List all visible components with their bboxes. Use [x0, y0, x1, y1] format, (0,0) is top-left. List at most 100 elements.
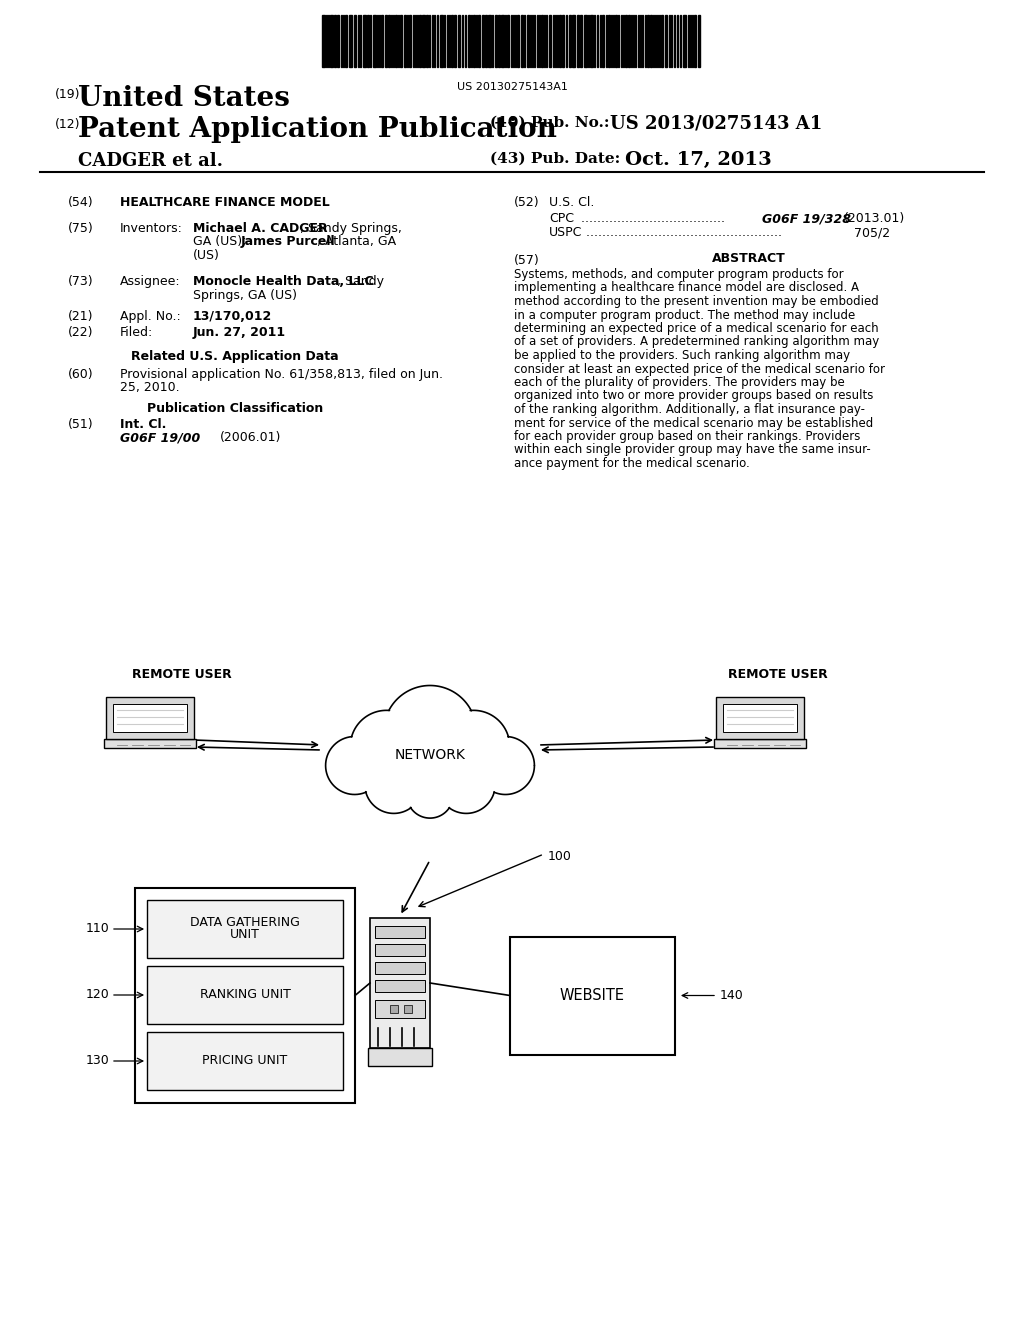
Bar — [362, 15, 366, 67]
Bar — [426, 15, 428, 67]
Text: of the ranking algorithm. Additionally, a flat insurance pay-: of the ranking algorithm. Additionally, … — [514, 403, 865, 416]
Bar — [625, 15, 627, 67]
Text: , Sandy Springs,: , Sandy Springs, — [300, 222, 401, 235]
Bar — [454, 15, 456, 67]
Text: (43) Pub. Date:: (43) Pub. Date: — [490, 152, 621, 166]
Text: ance payment for the medical scenario.: ance payment for the medical scenario. — [514, 457, 750, 470]
Text: (2013.01): (2013.01) — [844, 213, 905, 224]
Text: U.S. Cl.: U.S. Cl. — [549, 195, 594, 209]
Bar — [485, 15, 487, 67]
Bar — [147, 1032, 343, 1090]
Bar — [103, 739, 197, 748]
Text: GA (US);: GA (US); — [193, 235, 251, 248]
Bar — [451, 15, 453, 67]
Text: (60): (60) — [68, 368, 93, 381]
Bar — [683, 15, 686, 67]
Text: Springs, GA (US): Springs, GA (US) — [193, 289, 297, 301]
Bar — [665, 15, 667, 67]
Bar — [482, 15, 484, 67]
Text: (51): (51) — [68, 418, 93, 432]
Text: 110: 110 — [86, 923, 110, 936]
Text: (54): (54) — [68, 195, 93, 209]
Bar — [440, 15, 443, 67]
Bar — [562, 15, 564, 67]
Text: 13/170,012: 13/170,012 — [193, 310, 272, 323]
Bar — [495, 15, 497, 67]
Bar — [507, 15, 509, 67]
Bar — [373, 15, 376, 67]
Text: 100: 100 — [548, 850, 571, 863]
Bar — [473, 15, 475, 67]
Text: Publication Classification: Publication Classification — [146, 403, 324, 414]
Text: within each single provider group may have the same insur-: within each single provider group may ha… — [514, 444, 870, 457]
Bar — [354, 15, 356, 67]
Bar — [113, 705, 187, 733]
Bar — [647, 15, 649, 67]
Bar — [330, 15, 333, 67]
Text: implementing a healthcare finance model are disclosed. A: implementing a healthcare finance model … — [514, 281, 859, 294]
Text: determining an expected price of a medical scenario for each: determining an expected price of a medic… — [514, 322, 879, 335]
Bar — [458, 15, 460, 67]
Circle shape — [476, 737, 535, 795]
Bar — [381, 15, 383, 67]
Bar — [400, 15, 402, 67]
Bar — [375, 927, 425, 939]
Bar — [559, 15, 561, 67]
Text: 140: 140 — [720, 989, 743, 1002]
Bar — [527, 15, 529, 67]
Bar — [723, 705, 797, 733]
Bar — [404, 1005, 412, 1012]
Text: for each provider group based on their rankings. Providers: for each provider group based on their r… — [514, 430, 860, 444]
Bar — [147, 900, 343, 958]
Text: each of the plurality of providers. The providers may be: each of the plurality of providers. The … — [514, 376, 845, 389]
Text: WEBSITE: WEBSITE — [560, 987, 625, 1003]
Text: (10) Pub. No.:: (10) Pub. No.: — [490, 116, 609, 129]
Bar — [395, 15, 397, 67]
Bar — [549, 15, 551, 67]
Circle shape — [407, 772, 454, 818]
Text: 130: 130 — [86, 1055, 110, 1068]
Bar — [650, 15, 652, 67]
Bar — [488, 15, 490, 67]
Text: organized into two or more provider groups based on results: organized into two or more provider grou… — [514, 389, 873, 403]
Bar — [334, 15, 336, 67]
Bar — [714, 739, 806, 748]
Text: (73): (73) — [68, 275, 93, 288]
Text: , Sandy: , Sandy — [337, 275, 384, 288]
Text: Inventors:: Inventors: — [120, 222, 183, 235]
Bar — [368, 1048, 432, 1067]
Text: in a computer program product. The method may include: in a computer program product. The metho… — [514, 309, 855, 322]
Bar — [662, 15, 663, 67]
Bar — [375, 1001, 425, 1018]
Text: ABSTRACT: ABSTRACT — [712, 252, 785, 265]
Circle shape — [350, 710, 423, 783]
Bar — [584, 15, 587, 67]
Bar — [572, 15, 575, 67]
Text: CADGER et al.: CADGER et al. — [78, 152, 223, 170]
Text: DATA GATHERING: DATA GATHERING — [190, 916, 300, 929]
Bar — [698, 15, 700, 67]
Text: Michael A. CADGER: Michael A. CADGER — [193, 222, 328, 235]
Text: (21): (21) — [68, 310, 93, 323]
Text: (57): (57) — [514, 253, 540, 267]
Bar — [375, 944, 425, 956]
Bar — [404, 15, 406, 67]
Text: PRICING UNIT: PRICING UNIT — [203, 1055, 288, 1068]
Bar — [370, 917, 430, 1048]
Text: Monocle Health Data, LLC: Monocle Health Data, LLC — [193, 275, 374, 288]
Bar — [409, 15, 411, 67]
Bar — [569, 15, 571, 67]
Text: be applied to the providers. Such ranking algorithm may: be applied to the providers. Such rankin… — [514, 348, 850, 362]
Text: 120: 120 — [86, 989, 110, 1002]
Text: Oct. 17, 2013: Oct. 17, 2013 — [625, 150, 772, 169]
Text: consider at least an expected price of the medical scenario for: consider at least an expected price of t… — [514, 363, 885, 375]
Text: US 20130275143A1: US 20130275143A1 — [457, 82, 567, 92]
Text: RANKING UNIT: RANKING UNIT — [200, 989, 291, 1002]
Bar — [345, 15, 347, 67]
Text: Jun. 27, 2011: Jun. 27, 2011 — [193, 326, 286, 339]
Bar — [322, 15, 325, 67]
Text: James Purcell: James Purcell — [241, 235, 336, 248]
Text: of a set of providers. A predetermined ranking algorithm may: of a set of providers. A predetermined r… — [514, 335, 880, 348]
Bar — [106, 697, 194, 739]
Text: Patent Application Publication: Patent Application Publication — [78, 116, 557, 143]
